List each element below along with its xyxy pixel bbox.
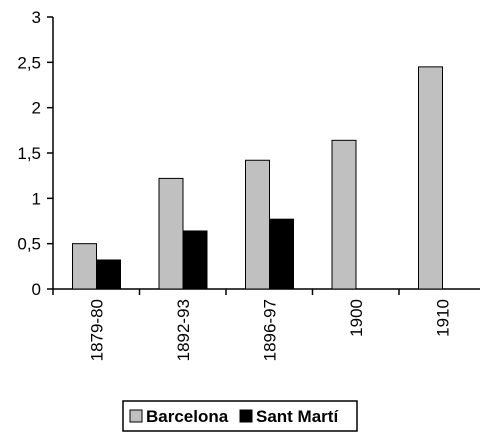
legend-label-barcelona: Barcelona (146, 407, 229, 426)
legend-label-sant-mart-: Sant Martí (256, 407, 339, 426)
x-tick-label: 1900 (347, 299, 366, 337)
bar-barcelona-1910 (418, 66, 443, 290)
x-axis: 1879-80 1892-93 1896-97 1900 1910 (52, 288, 480, 361)
bar-barcelona-1900 (331, 139, 357, 290)
bar-barcelona-1879-80 (72, 243, 97, 290)
bar-barcelona-1896-97 (245, 159, 270, 290)
y-tick-label: 1 (32, 189, 41, 208)
bar-sant-mart--1879-80 (96, 259, 121, 290)
bar-barcelona-1892-93 (158, 177, 184, 290)
legend: Barcelona Sant Martí (122, 400, 358, 432)
y-tick-label: 2,5 (17, 53, 41, 72)
legend-swatch-barcelona (129, 409, 143, 423)
y-tick-label: 0,5 (17, 235, 41, 254)
bar-sant-mart--1896-97 (269, 218, 294, 290)
y-axis: 0 0,5 1 1,5 2 2,5 3 (17, 8, 54, 299)
bars (72, 66, 443, 290)
y-tick-label: 3 (32, 8, 41, 27)
y-tick-label: 0 (32, 280, 41, 299)
bar-sant-mart--1892-93 (182, 230, 208, 290)
y-tick-label: 2 (32, 99, 41, 118)
x-tick-label: 1892-93 (174, 299, 193, 361)
x-tick-label: 1896-97 (260, 299, 279, 361)
legend-swatch-sant-mart- (239, 409, 253, 423)
x-tick-label: 1910 (433, 299, 452, 337)
y-tick-label: 1,5 (17, 144, 41, 163)
x-tick-label: 1879-80 (87, 299, 106, 361)
